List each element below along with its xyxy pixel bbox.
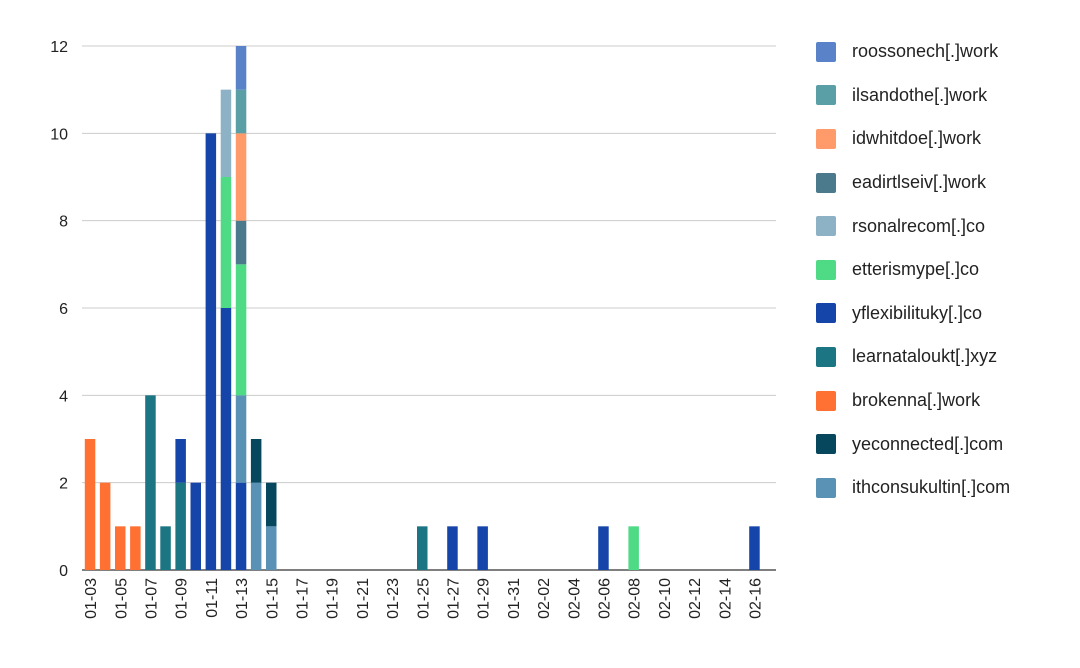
bar-segment-01-11-2 bbox=[205, 133, 217, 571]
legend-label: eadirtlseiv[.]work bbox=[852, 172, 987, 193]
legend-item: ithconsukultin[.]com bbox=[816, 466, 1066, 510]
x-tick-label: 01-13 bbox=[234, 578, 251, 619]
y-tick-label: 10 bbox=[50, 126, 68, 143]
x-tick-label: 02-02 bbox=[536, 578, 553, 619]
legend-label: yflexibilituky[.]co bbox=[852, 302, 983, 323]
x-tick-label: 01-25 bbox=[415, 578, 432, 619]
x-tick-label: 02-14 bbox=[717, 578, 734, 619]
legend-item: learnataloukt[.]xyz bbox=[816, 335, 1066, 379]
legend-swatch bbox=[816, 85, 836, 106]
x-tick-label: 01-17 bbox=[294, 578, 311, 619]
bar-segment-01-05-0 bbox=[115, 526, 126, 570]
y-tick-label: 8 bbox=[59, 214, 68, 231]
x-tick-label: 01-11 bbox=[204, 578, 221, 618]
x-tick-label: 01-21 bbox=[355, 578, 372, 619]
x-tick-label: 01-19 bbox=[325, 578, 342, 619]
bars bbox=[84, 46, 760, 571]
legend-item: idwhitdoe[.]work bbox=[816, 117, 1066, 161]
x-tick-label: 02-16 bbox=[747, 578, 764, 619]
legend-item: yflexibilituky[.]co bbox=[816, 292, 1066, 336]
bar-segment-01-13-3 bbox=[235, 395, 247, 483]
bar-segment-01-15-3 bbox=[266, 526, 277, 570]
bar-segment-01-13-9 bbox=[235, 46, 247, 90]
legend-swatch bbox=[816, 434, 836, 455]
legend-item: roossonech[.]work bbox=[816, 30, 1066, 74]
bar-segment-02-06-2 bbox=[598, 526, 609, 570]
legend-swatch bbox=[816, 41, 836, 62]
bar-segment-01-29-2 bbox=[477, 526, 488, 570]
bar-segment-01-13-4 bbox=[235, 264, 247, 396]
bar-segment-01-13-8 bbox=[235, 89, 247, 134]
legend-label: yeconnected[.]com bbox=[852, 433, 1004, 454]
x-tick-label: 02-12 bbox=[687, 578, 704, 619]
legend-label: etterismype[.]co bbox=[852, 259, 980, 280]
legend-item: eadirtlseiv[.]work bbox=[816, 161, 1066, 205]
bar-segment-02-08-4 bbox=[628, 526, 639, 570]
bar-segment-01-09-1 bbox=[175, 482, 186, 570]
bar-segment-01-25-1 bbox=[417, 526, 428, 570]
legend-swatch bbox=[816, 346, 836, 367]
legend-item: rsonalrecom[.]co bbox=[816, 204, 1066, 248]
x-tick-label: 02-10 bbox=[657, 578, 674, 619]
legend-label: roossonech[.]work bbox=[852, 41, 999, 62]
legend-label: ithconsukultin[.]com bbox=[852, 477, 1011, 498]
bar-segment-01-27-2 bbox=[447, 526, 458, 570]
y-tick-label: 6 bbox=[59, 301, 68, 318]
x-tick-label: 01-03 bbox=[83, 578, 100, 619]
x-tick-label: 01-31 bbox=[506, 578, 523, 619]
bar-segment-01-03-0 bbox=[84, 439, 96, 570]
legend-label: idwhitdoe[.]work bbox=[852, 128, 982, 149]
bar-segment-01-12-4 bbox=[220, 177, 232, 308]
bar-segment-01-15-10 bbox=[266, 482, 277, 527]
bar-segment-01-10-2 bbox=[190, 482, 201, 570]
bar-segment-01-07-1 bbox=[145, 395, 156, 570]
x-tick-label: 01-15 bbox=[264, 578, 281, 619]
legend-item: etterismype[.]co bbox=[816, 248, 1066, 292]
bar-segment-01-14-3 bbox=[250, 482, 262, 570]
bar-segment-01-04-0 bbox=[99, 482, 111, 570]
bar-segment-01-13-2 bbox=[235, 482, 247, 570]
x-tick-label: 02-08 bbox=[627, 578, 644, 619]
x-tick-label: 01-27 bbox=[445, 578, 462, 619]
legend-swatch bbox=[816, 216, 836, 237]
bar-segment-01-09-2 bbox=[175, 439, 186, 483]
bar-segment-01-12-2 bbox=[220, 308, 232, 570]
bar-segment-01-12-7 bbox=[220, 89, 232, 177]
legend-swatch bbox=[816, 259, 836, 280]
y-tick-label: 0 bbox=[59, 563, 68, 580]
legend-label: brokenna[.]work bbox=[852, 390, 981, 411]
legend-swatch bbox=[816, 477, 836, 498]
y-axis: 0 2 4 6 8 10 12 bbox=[50, 39, 68, 580]
legend-item: yeconnected[.]com bbox=[816, 422, 1066, 466]
legend-label: learnataloukt[.]xyz bbox=[852, 346, 998, 367]
x-tick-label: 01-29 bbox=[476, 578, 493, 619]
bar-segment-01-08-1 bbox=[160, 526, 171, 570]
legend-label: rsonalrecom[.]co bbox=[852, 215, 986, 236]
legend-label: ilsandothe[.]work bbox=[852, 84, 988, 105]
legend-item: brokenna[.]work bbox=[816, 379, 1066, 423]
legend-item: ilsandothe[.]work bbox=[816, 74, 1066, 118]
gridlines bbox=[82, 45, 776, 571]
bar-segment-01-13-6 bbox=[235, 133, 247, 221]
x-tick-label: 01-05 bbox=[113, 578, 130, 619]
bar-segment-02-16-2 bbox=[749, 526, 760, 570]
x-tick-label: 02-06 bbox=[596, 578, 613, 619]
y-tick-label: 2 bbox=[59, 476, 68, 493]
legend-swatch bbox=[816, 172, 836, 193]
x-tick-label: 01-23 bbox=[385, 578, 402, 619]
y-tick-label: 12 bbox=[50, 39, 68, 56]
x-axis: 01-03 01-05 01-07 01-09 01-11 01-13 01-15 01-17… bbox=[83, 578, 764, 619]
x-tick-label: 01-09 bbox=[174, 578, 191, 619]
bar-segment-01-14-10 bbox=[250, 439, 262, 483]
legend: roossonech[.]work ilsandothe[.]work idwhit… bbox=[816, 30, 1066, 510]
legend-swatch bbox=[816, 390, 836, 411]
x-tick-label: 01-07 bbox=[143, 578, 160, 619]
y-tick-label: 4 bbox=[59, 388, 68, 405]
legend-swatch bbox=[816, 128, 836, 149]
bar-segment-01-06-0 bbox=[130, 526, 141, 570]
bar-segment-01-13-5 bbox=[235, 220, 247, 265]
x-tick-label: 02-04 bbox=[566, 578, 583, 619]
legend-swatch bbox=[816, 303, 836, 324]
